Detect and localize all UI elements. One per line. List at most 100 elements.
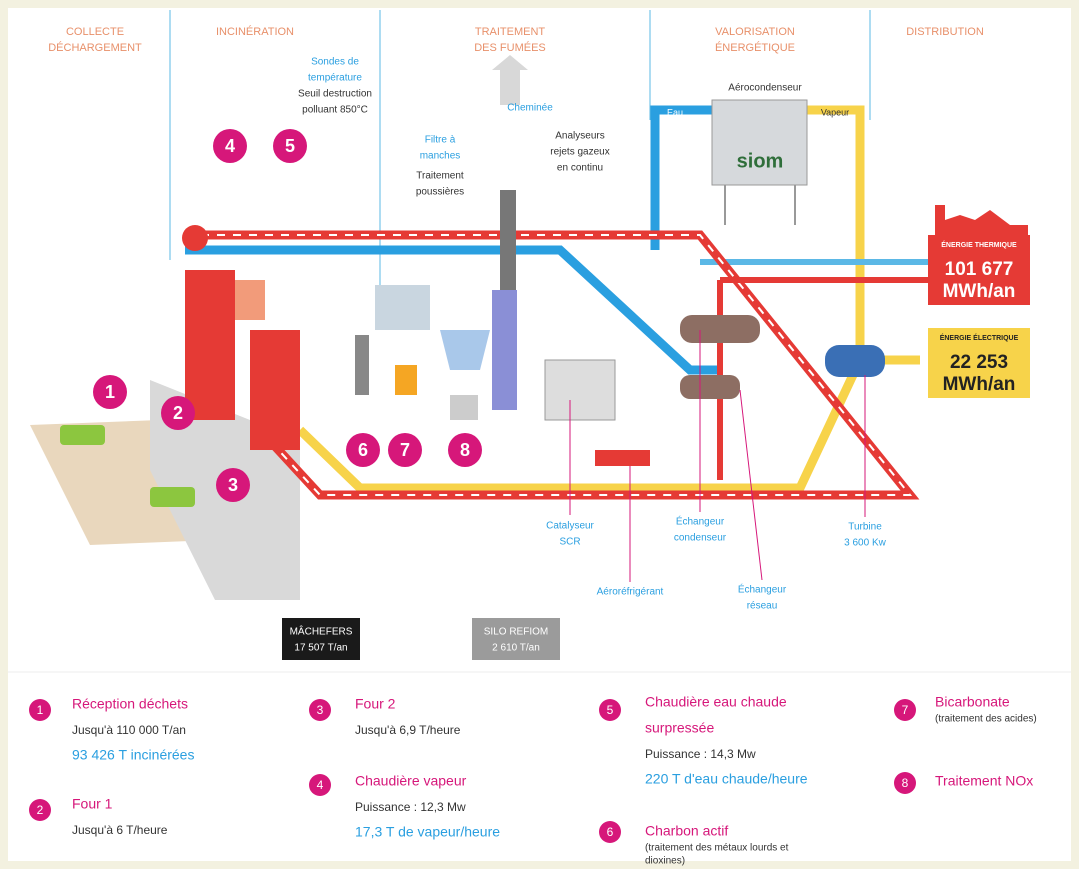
- refiom-silo: [450, 395, 478, 420]
- section-header: DISTRIBUTION: [906, 26, 984, 38]
- label: Traitement: [416, 171, 464, 182]
- step-number: 2: [173, 403, 183, 423]
- section-header: TRAITEMENT: [475, 26, 546, 38]
- exchanger: [680, 315, 760, 343]
- catalyst-box: [545, 360, 615, 420]
- output-label: SILO REFIOM: [484, 627, 548, 638]
- label: Catalyseur: [546, 521, 594, 532]
- legend-detail: Jusqu'à 6 T/heure: [72, 823, 168, 837]
- step-number: 1: [105, 382, 115, 402]
- label: Échangeur: [676, 515, 725, 528]
- legend-title: Four 2: [355, 696, 396, 712]
- legend-highlight: 93 426 T incinérées: [72, 747, 194, 763]
- label: Vapeur: [821, 107, 849, 117]
- label: en continu: [557, 163, 603, 174]
- drum: [182, 225, 208, 251]
- legend-number: 7: [902, 703, 909, 717]
- page: COLLECTE DÉCHARGEMENT INCINÉRATION TRAITEME…: [0, 0, 1079, 869]
- label: poussières: [416, 187, 464, 198]
- bicarbonate-silo: [395, 365, 417, 395]
- filter: [375, 285, 430, 330]
- legend-title: Charbon actif: [645, 823, 728, 839]
- truck: [150, 487, 195, 507]
- legend-title: surpressée: [645, 720, 714, 736]
- aerorefrigerant-unit: [595, 450, 650, 466]
- truck: [60, 425, 105, 445]
- label: condenseur: [674, 533, 727, 544]
- step-number: 3: [228, 475, 238, 495]
- output-label: 2 610 T/an: [492, 643, 540, 654]
- label: réseau: [747, 601, 778, 612]
- legend-detail: Puissance : 14,3 Mw: [645, 747, 756, 761]
- output-label: MÂCHEFERS: [290, 625, 353, 638]
- label: polluant 850°C: [302, 105, 368, 116]
- step-number: 8: [460, 440, 470, 460]
- output-label: 17 507 T/an: [294, 643, 347, 654]
- legend-title: Chaudière vapeur: [355, 773, 467, 789]
- legend-number: 3: [317, 703, 324, 717]
- energy-value: 22 253: [950, 352, 1008, 373]
- exchanger: [680, 375, 740, 399]
- legend-highlight: 220 T d'eau chaude/heure: [645, 771, 808, 787]
- section-header: DES FUMÉES: [474, 41, 546, 54]
- legend-number: 5: [607, 703, 614, 717]
- infographic: COLLECTE DÉCHARGEMENT INCINÉRATION TRAITEME…: [0, 0, 1079, 869]
- legend-title: Bicarbonate: [935, 694, 1010, 710]
- label: température: [308, 73, 362, 84]
- legend-detail: (traitement des acides): [935, 714, 1037, 725]
- label: Turbine: [848, 522, 882, 533]
- label: Sondes de: [311, 57, 359, 68]
- label: Cheminée: [507, 103, 553, 114]
- machefers-box: [282, 618, 360, 660]
- boiler-1: [185, 270, 235, 420]
- legend-title: Réception déchets: [72, 696, 188, 712]
- chimney: [500, 190, 516, 290]
- label: Seuil destruction: [298, 89, 372, 100]
- legend-title: Traitement NOx: [935, 773, 1033, 789]
- step-number: 6: [358, 440, 368, 460]
- refiom-box: [472, 618, 560, 660]
- label: manches: [420, 151, 461, 162]
- step-number: 4: [225, 136, 235, 156]
- legend-number: 6: [607, 825, 614, 839]
- scr: [492, 290, 517, 410]
- legend-number: 8: [902, 776, 909, 790]
- label: Analyseurs: [555, 131, 604, 142]
- legend-number: 1: [37, 703, 44, 717]
- legend-number: 2: [37, 803, 44, 817]
- energy-title: ÉNERGIE THERMIQUE: [941, 240, 1017, 249]
- label: SCR: [559, 537, 580, 548]
- label: Filtre à: [425, 135, 456, 146]
- label: Échangeur: [738, 583, 787, 596]
- boiler-2: [250, 330, 300, 450]
- legend-highlight: 17,3 T de vapeur/heure: [355, 824, 500, 840]
- legend-detail: dioxines): [645, 856, 685, 867]
- reactor: [355, 335, 369, 395]
- legend-number: 4: [317, 778, 324, 792]
- energy-title: ÉNERGIE ÉLECTRIQUE: [940, 333, 1019, 342]
- section-header: DÉCHARGEMENT: [48, 41, 142, 54]
- label: Eau: [667, 107, 683, 117]
- legend-detail: Jusqu'à 6,9 T/heure: [355, 723, 461, 737]
- section-header: VALORISATION: [715, 26, 795, 38]
- energy-value: MWh/an: [943, 281, 1016, 302]
- section-header: ÉNERGÉTIQUE: [715, 41, 795, 54]
- boiler-duct: [235, 280, 265, 320]
- energy-value: 101 677: [945, 259, 1014, 280]
- label: 3 600 Kw: [844, 538, 886, 549]
- label: Aéroréfrigérant: [597, 587, 664, 598]
- step-number: 5: [285, 136, 295, 156]
- label: rejets gazeux: [550, 147, 609, 158]
- energy-value: MWh/an: [943, 374, 1016, 395]
- legend-detail: (traitement des métaux lourds et: [645, 843, 789, 854]
- legend-detail: Puissance : 12,3 Mw: [355, 800, 466, 814]
- legend-title: Four 1: [72, 796, 113, 812]
- turbine-unit: [825, 345, 885, 377]
- section-header: INCINÉRATION: [216, 25, 294, 38]
- label: Aérocondenseur: [728, 83, 802, 94]
- section-header: COLLECTE: [66, 26, 124, 38]
- step-number: 7: [400, 440, 410, 460]
- legend-detail: Jusqu'à 110 000 T/an: [72, 723, 186, 737]
- legend-title: Chaudière eau chaude: [645, 694, 787, 710]
- label: siom: [737, 150, 784, 172]
